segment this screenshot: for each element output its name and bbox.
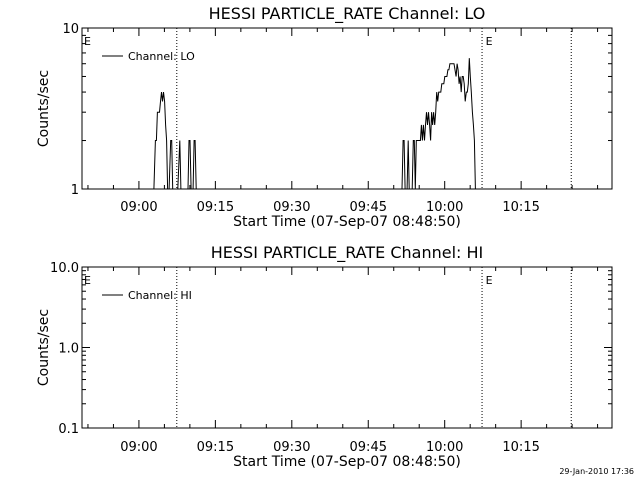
panel-1-x-tick-label: 10:00 — [426, 200, 463, 215]
panel-1-x-tick-label: 09:15 — [197, 200, 234, 215]
panel-1-x-tick-label: 09:45 — [350, 200, 387, 215]
panel-2-legend-label: Channel: HI — [128, 289, 192, 302]
panel-2-x-tick-label: 09:30 — [273, 440, 310, 455]
panel-2-y-axis-label: Counts/sec — [36, 309, 52, 386]
panel-2-y-tick-label: 10.0 — [50, 261, 79, 276]
panel-2-x-tick-label: 09:45 — [350, 440, 387, 455]
panel-2-y-tick-label: 0.1 — [58, 422, 79, 437]
panel-1-x-tick-label: 10:15 — [502, 200, 539, 215]
panel-2-x-tick-label: 10:15 — [502, 440, 539, 455]
panel-2-x-tick-label: 09:00 — [120, 440, 157, 455]
panel-1-x-axis-label: Start Time (07-Sep-07 08:48:50) — [233, 214, 461, 230]
panel-2-x-tick-label: 09:15 — [197, 440, 234, 455]
panel-2-x-tick-label: 10:00 — [426, 440, 463, 455]
panel-1-title: HESSI PARTICLE_RATE Channel: LO — [209, 4, 486, 24]
panel-2-title: HESSI PARTICLE_RATE Channel: HI — [211, 243, 484, 263]
panel-1-y-tick-label: 1 — [71, 183, 79, 198]
panel-1-y-tick-label: 10 — [62, 22, 79, 37]
panel-2-eclipse-marker: E — [486, 274, 493, 287]
panel-1-x-tick-label: 09:00 — [120, 200, 157, 215]
panel-1-eclipse-marker: E — [84, 35, 91, 48]
panel-2-y-tick-label: 1.0 — [58, 342, 79, 357]
panel-1-eclipse-marker: E — [486, 35, 493, 48]
footer-timestamp: 29-Jan-2010 17:36 — [559, 467, 634, 476]
panel-1-x-tick-label: 09:30 — [273, 200, 310, 215]
panel-2-x-axis-label: Start Time (07-Sep-07 08:48:50) — [233, 454, 461, 470]
panel-1-y-axis-label: Counts/sec — [36, 70, 52, 147]
panel-1-legend-label: Channel: LO — [128, 50, 195, 63]
panel-1-series-line-1 — [82, 58, 612, 190]
panel-2-eclipse-marker: E — [84, 274, 91, 287]
